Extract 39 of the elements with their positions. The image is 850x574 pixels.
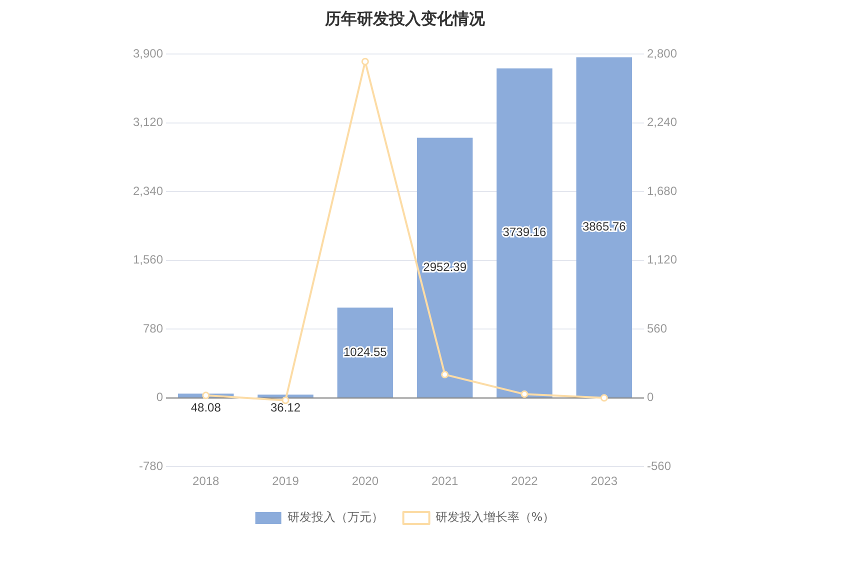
- bar: [576, 57, 632, 398]
- y2-tick-label: 2,800: [646, 46, 678, 61]
- x-tick-label: 2020: [352, 474, 379, 488]
- legend-label: 研发投入（万元）: [287, 510, 384, 524]
- data-label: 3865.76: [582, 220, 626, 234]
- y-tick-label: -780: [139, 458, 164, 473]
- y2-tick-label: -560: [646, 458, 672, 473]
- x-tick-label: 2019: [272, 474, 300, 488]
- bar: [258, 394, 314, 398]
- bar: [416, 138, 473, 398]
- y2-tick-label: 2,240: [646, 115, 678, 130]
- y-tick-label: 2,340: [133, 184, 164, 198]
- y2-tick-label: 1,120: [646, 252, 678, 267]
- data-label: 1024.55: [343, 344, 388, 359]
- bar: [496, 68, 552, 398]
- data-label: 36.12: [270, 400, 301, 415]
- y-tick-label: 780: [143, 321, 164, 336]
- y-tick-label: 3,900: [133, 46, 164, 61]
- point: [361, 58, 369, 66]
- bar: [337, 308, 394, 398]
- point: [520, 390, 528, 398]
- point: [202, 392, 210, 400]
- data-label: 48.08: [190, 400, 222, 415]
- y-tick-label: 1,560: [133, 252, 164, 267]
- legend-label: 研发投入增长率（%）: [435, 510, 555, 524]
- point: [441, 370, 449, 378]
- y-tick-label: 0: [156, 390, 164, 404]
- y2-tick-label: 560: [646, 321, 668, 336]
- x-tick-label: 2018: [192, 474, 220, 488]
- y2-tick-label: 0: [646, 390, 654, 404]
- chart-title: 历年研发投入变化情况: [324, 8, 486, 28]
- x-tick-label: 2022: [511, 474, 538, 488]
- y-tick-label: 3,120: [133, 115, 164, 130]
- y2-tick-label: 1,680: [646, 184, 678, 198]
- data-label: 3739.16: [502, 225, 546, 240]
- data-label: 2952.39: [423, 260, 467, 274]
- x-tick-label: 2021: [431, 474, 458, 488]
- x-tick-label: 2023: [590, 474, 618, 488]
- point: [600, 394, 608, 402]
